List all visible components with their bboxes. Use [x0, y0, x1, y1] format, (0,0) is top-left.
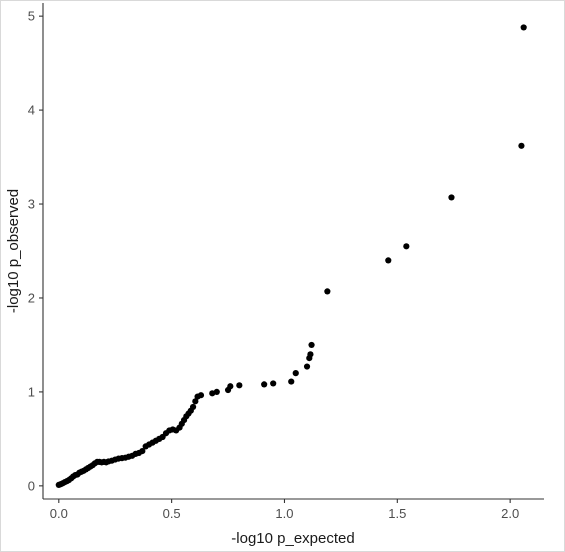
y-tick-label: 4	[28, 103, 35, 118]
data-points	[55, 24, 527, 489]
x-tick-label: 0.0	[50, 506, 68, 521]
x-tick-label: 1.5	[388, 506, 406, 521]
data-point	[236, 382, 243, 389]
data-point	[324, 288, 331, 295]
data-point	[303, 363, 311, 370]
data-point	[403, 243, 410, 250]
x-tick-label: 1.0	[275, 506, 293, 521]
data-point	[192, 398, 199, 405]
x-tick-label: 2.0	[501, 506, 519, 521]
data-point	[213, 388, 220, 396]
data-point	[520, 24, 527, 31]
x-tick-label: 0.5	[163, 506, 181, 521]
data-point	[308, 341, 315, 349]
data-point	[385, 257, 392, 264]
data-point	[270, 380, 277, 387]
axis-ticks: 0.0 0.5 1.0 1.5 2.0 0 1 2 3 4 5	[28, 9, 519, 521]
data-point	[261, 381, 268, 388]
data-point	[518, 142, 525, 149]
data-point	[307, 351, 314, 358]
y-tick-label: 5	[28, 9, 35, 24]
y-tick-label: 3	[28, 197, 35, 212]
data-point	[227, 383, 234, 390]
data-point	[189, 403, 197, 411]
y-tick-label: 2	[28, 290, 35, 305]
data-point	[197, 392, 205, 399]
x-axis-title: -log10 p_expected	[231, 530, 354, 547]
data-point	[292, 370, 299, 377]
y-tick-label: 1	[28, 384, 35, 399]
data-point	[288, 378, 295, 385]
y-tick-label: 0	[28, 478, 35, 493]
axes	[42, 3, 544, 500]
y-axis-title: -log10 p_observed	[5, 189, 22, 313]
data-point	[448, 194, 455, 201]
data-point	[139, 447, 146, 455]
